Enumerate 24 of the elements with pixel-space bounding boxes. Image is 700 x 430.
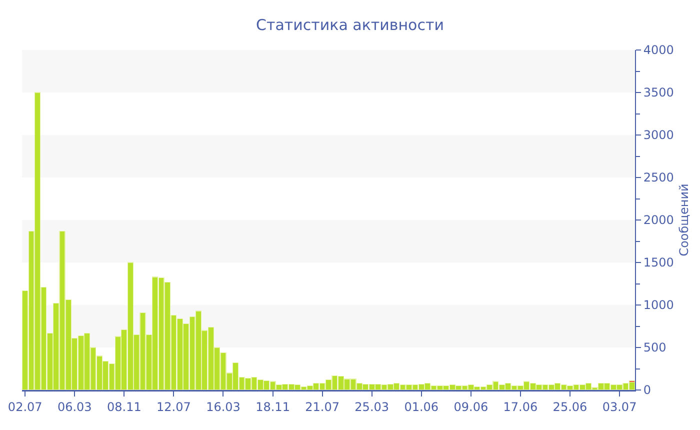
x-tick-label: 25.03 [354, 400, 390, 414]
y-tick-label: 3000 [643, 128, 674, 142]
y-tick-label: 0 [643, 383, 652, 398]
x-tick-label: 09.06 [454, 400, 488, 414]
y-tick-label: 2500 [643, 170, 674, 185]
x-tick-label: 16.03 [206, 400, 240, 414]
x-tick-label: 17.06 [503, 400, 538, 414]
x-tick-label: 06.03 [57, 400, 92, 414]
x-tick-label: 21.07 [305, 400, 340, 414]
y-tick-label: 4000 [643, 43, 674, 58]
x-tick-label: 25.06 [552, 400, 588, 414]
x-tick-label: 02.07 [8, 400, 42, 414]
x-tick-label: 12.07 [156, 400, 191, 414]
x-tick-label: 03.07 [602, 400, 637, 414]
chart-title: Статистика активности [256, 16, 444, 34]
y-tick-label: 500 [643, 340, 666, 355]
x-tick-label: 18.11 [256, 400, 290, 414]
y-tick-label: 1000 [643, 298, 674, 312]
y-tick-label: 2000 [643, 213, 674, 228]
x-tick-label: 01.06 [404, 400, 439, 414]
y-tick-label: 1500 [643, 256, 674, 270]
y-axis-title: Сообщений [676, 184, 691, 256]
x-tick-label: 08.11 [106, 400, 142, 414]
y-tick-label: 3500 [643, 86, 674, 100]
